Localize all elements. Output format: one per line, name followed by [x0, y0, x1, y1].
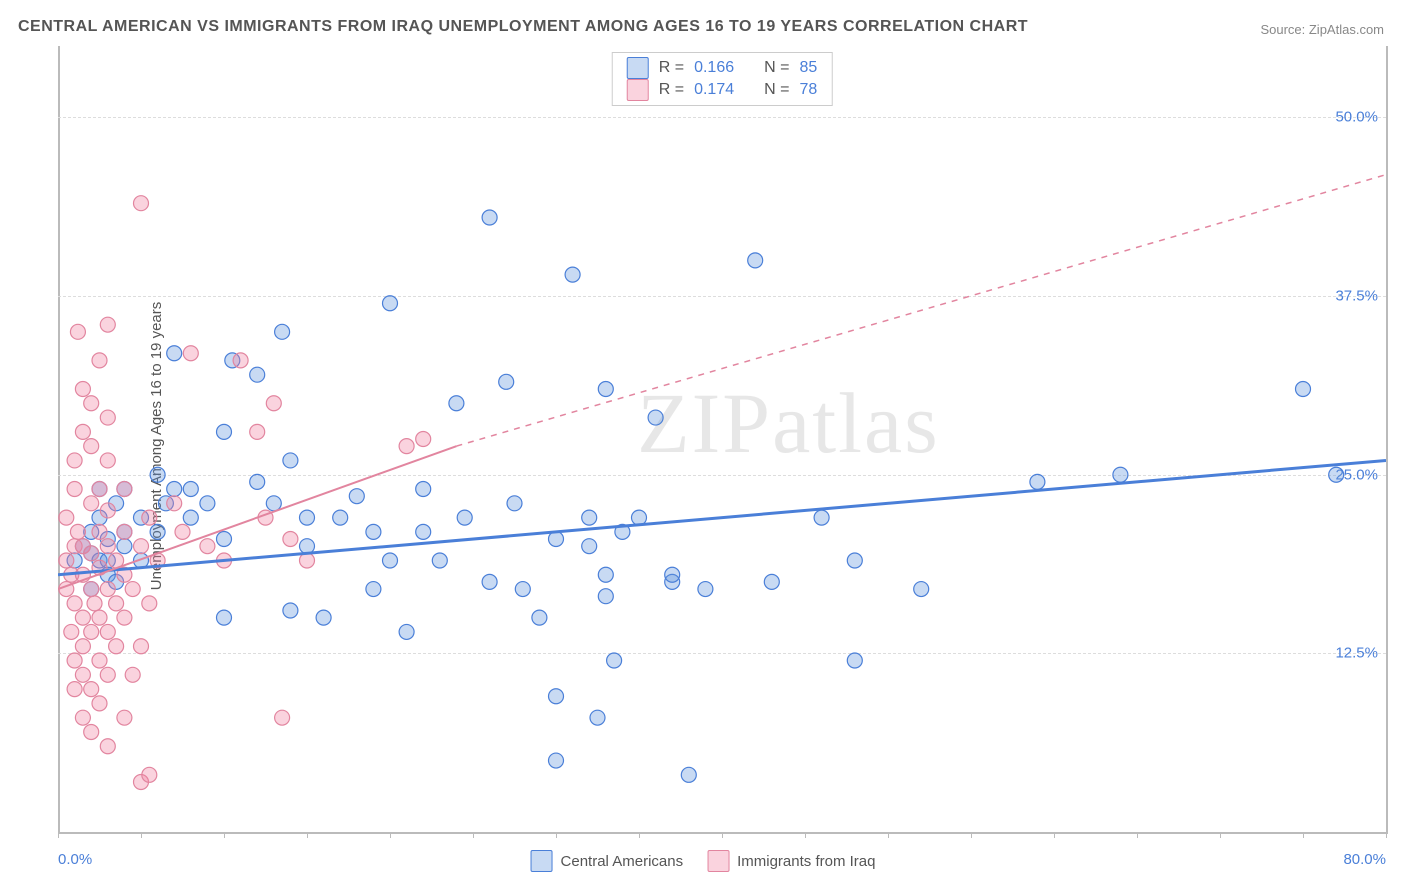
x-tick	[805, 832, 806, 838]
x-tick	[1303, 832, 1304, 838]
plot-area: R = 0.166 N = 85 R = 0.174 N = 78 ZIPatl…	[58, 46, 1388, 834]
legend-label: Immigrants from Iraq	[737, 853, 875, 870]
r-value: 0.174	[694, 81, 734, 99]
n-value: 78	[799, 81, 817, 99]
stats-row-blue: R = 0.166 N = 85	[627, 57, 818, 79]
x-tick	[224, 832, 225, 838]
x-tick	[639, 832, 640, 838]
swatch-blue-icon	[627, 57, 649, 79]
x-axis-max-label: 80.0%	[1343, 851, 1386, 868]
x-tick	[971, 832, 972, 838]
r-value: 0.166	[694, 59, 734, 77]
legend-label: Central Americans	[561, 853, 684, 870]
x-tick	[556, 832, 557, 838]
legend-item-blue: Central Americans	[531, 850, 684, 872]
x-tick	[473, 832, 474, 838]
stats-legend: R = 0.166 N = 85 R = 0.174 N = 78	[612, 52, 833, 106]
swatch-blue-icon	[531, 850, 553, 872]
n-label: N =	[764, 59, 789, 77]
n-value: 85	[799, 59, 817, 77]
swatch-pink-icon	[627, 79, 649, 101]
x-tick	[307, 832, 308, 838]
x-tick	[722, 832, 723, 838]
x-tick	[1054, 832, 1055, 838]
bottom-legend: Central Americans Immigrants from Iraq	[531, 850, 876, 872]
source-label: Source: ZipAtlas.com	[1260, 22, 1384, 37]
x-tick	[888, 832, 889, 838]
x-tick	[141, 832, 142, 838]
n-label: N =	[764, 81, 789, 99]
r-label: R =	[659, 59, 684, 77]
x-tick	[1386, 832, 1387, 838]
x-tick	[1137, 832, 1138, 838]
stats-row-pink: R = 0.174 N = 78	[627, 79, 818, 101]
r-label: R =	[659, 81, 684, 99]
x-tick	[390, 832, 391, 838]
chart-title: CENTRAL AMERICAN VS IMMIGRANTS FROM IRAQ…	[18, 18, 1028, 36]
x-tick	[1220, 832, 1221, 838]
swatch-pink-icon	[707, 850, 729, 872]
x-tick	[58, 832, 59, 838]
scatter-plot	[58, 46, 1386, 832]
legend-item-pink: Immigrants from Iraq	[707, 850, 875, 872]
x-axis-min-label: 0.0%	[58, 851, 92, 868]
